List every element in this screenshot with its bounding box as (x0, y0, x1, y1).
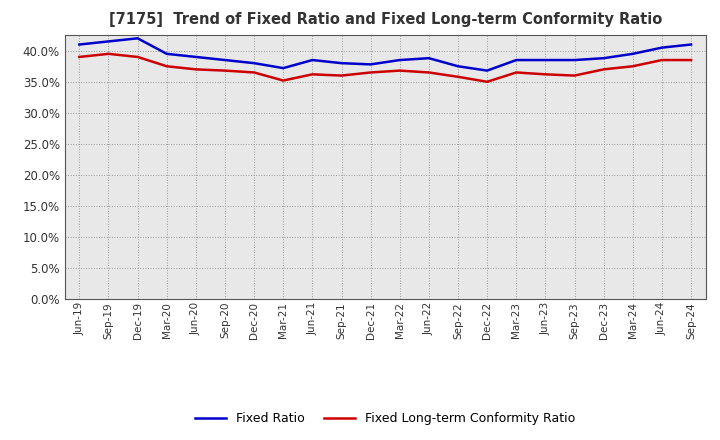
Fixed Ratio (220, 57, 229, 62)
Fixed Long-term Conformity Ratio (629, 64, 637, 69)
Fixed Ratio (163, 51, 171, 56)
Fixed Long-term Conformity Ratio (366, 70, 375, 75)
Fixed Ratio (483, 68, 492, 73)
Fixed Long-term Conformity Ratio (337, 73, 346, 78)
Fixed Long-term Conformity Ratio (425, 70, 433, 75)
Fixed Long-term Conformity Ratio (395, 68, 404, 73)
Fixed Long-term Conformity Ratio (279, 78, 287, 83)
Fixed Ratio (657, 45, 666, 50)
Fixed Ratio (454, 64, 462, 69)
Fixed Long-term Conformity Ratio (512, 70, 521, 75)
Fixed Long-term Conformity Ratio (75, 54, 84, 59)
Fixed Long-term Conformity Ratio (454, 74, 462, 80)
Fixed Long-term Conformity Ratio (599, 67, 608, 72)
Fixed Ratio (425, 55, 433, 61)
Title: [7175]  Trend of Fixed Ratio and Fixed Long-term Conformity Ratio: [7175] Trend of Fixed Ratio and Fixed Lo… (109, 12, 662, 27)
Line: Fixed Ratio: Fixed Ratio (79, 38, 691, 70)
Fixed Ratio (104, 39, 113, 44)
Fixed Long-term Conformity Ratio (133, 54, 142, 59)
Fixed Ratio (75, 42, 84, 47)
Fixed Ratio (337, 61, 346, 66)
Fixed Ratio (541, 57, 550, 62)
Fixed Ratio (250, 61, 258, 66)
Fixed Long-term Conformity Ratio (657, 57, 666, 62)
Fixed Ratio (366, 62, 375, 67)
Line: Fixed Long-term Conformity Ratio: Fixed Long-term Conformity Ratio (79, 54, 691, 82)
Fixed Long-term Conformity Ratio (192, 67, 200, 72)
Fixed Ratio (512, 57, 521, 62)
Fixed Long-term Conformity Ratio (220, 68, 229, 73)
Fixed Ratio (279, 66, 287, 71)
Fixed Long-term Conformity Ratio (687, 57, 696, 62)
Fixed Long-term Conformity Ratio (104, 51, 113, 56)
Fixed Ratio (308, 57, 317, 62)
Fixed Ratio (192, 54, 200, 59)
Fixed Ratio (599, 55, 608, 61)
Fixed Ratio (133, 36, 142, 41)
Fixed Long-term Conformity Ratio (570, 73, 579, 78)
Fixed Ratio (570, 57, 579, 62)
Fixed Ratio (629, 51, 637, 56)
Fixed Ratio (395, 57, 404, 62)
Fixed Long-term Conformity Ratio (250, 70, 258, 75)
Fixed Ratio (687, 42, 696, 47)
Fixed Long-term Conformity Ratio (483, 79, 492, 84)
Fixed Long-term Conformity Ratio (308, 72, 317, 77)
Fixed Long-term Conformity Ratio (541, 72, 550, 77)
Legend: Fixed Ratio, Fixed Long-term Conformity Ratio: Fixed Ratio, Fixed Long-term Conformity … (190, 407, 580, 430)
Fixed Long-term Conformity Ratio (163, 64, 171, 69)
